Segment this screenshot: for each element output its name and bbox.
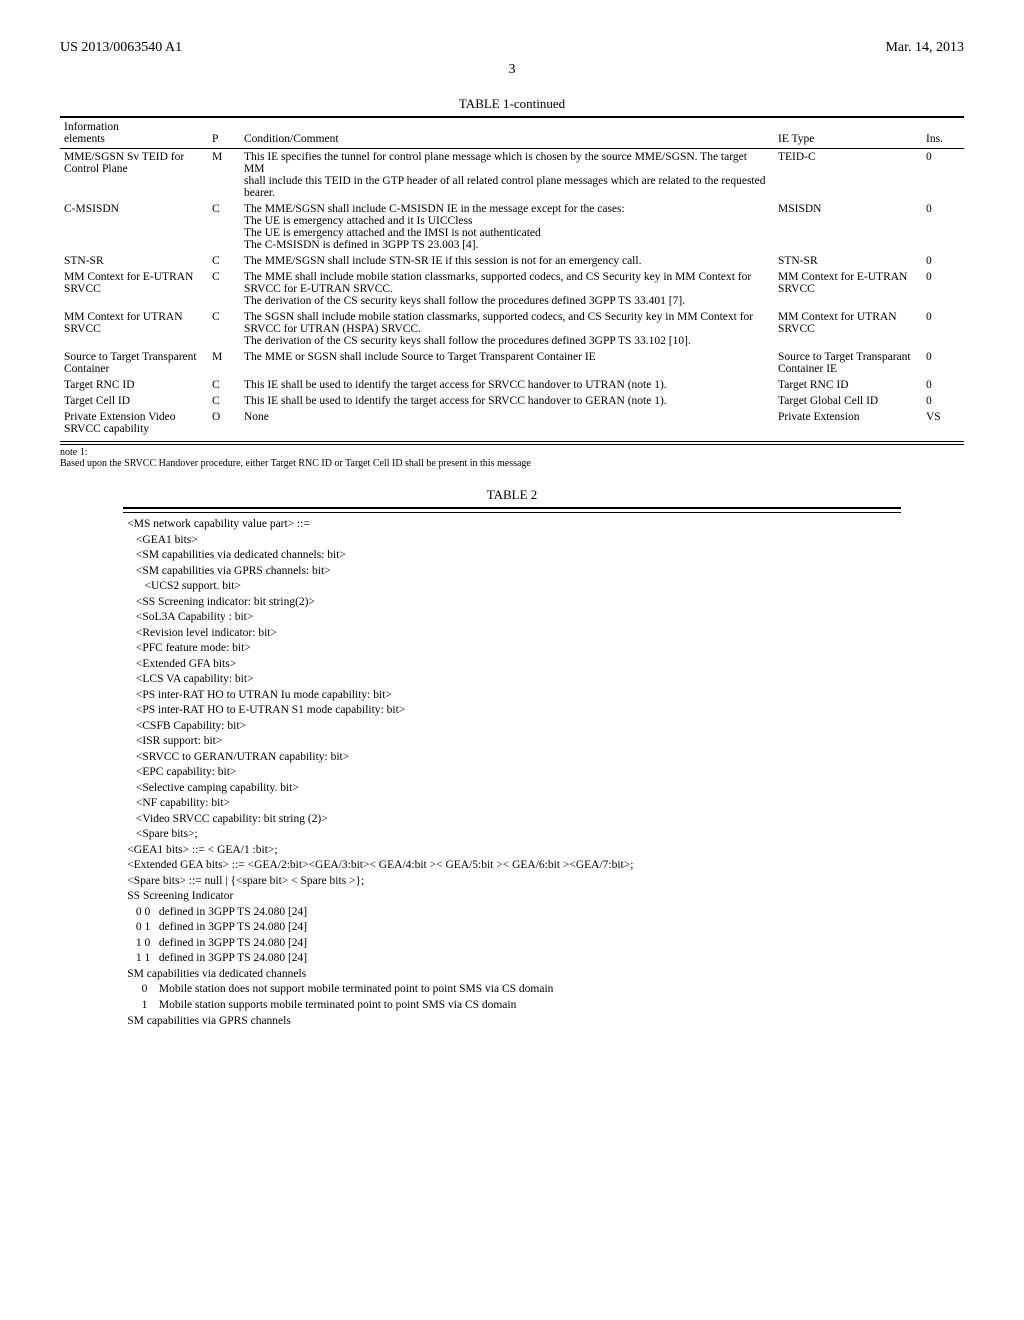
cell-type: TEID-C [774,149,922,202]
cell-ins: 0 [922,253,964,269]
cell-type: Private Extension [774,409,922,437]
table-row: STN-SRCThe MME/SGSN shall include STN-SR… [60,253,964,269]
cell-ie: Target RNC ID [60,377,208,393]
cell-type: Source to Target Transparant Container I… [774,349,922,377]
cell-ins: 0 [922,349,964,377]
table1-note: note 1: Based upon the SRVCC Handover pr… [60,444,964,469]
cell-ie: MM Context for E-UTRAN SRVCC [60,269,208,309]
pub-number: US 2013/0063540 A1 [60,40,182,56]
cell-cc: This IE shall be used to identify the ta… [240,377,774,393]
cell-ins: 0 [922,309,964,349]
table-row: Target Cell IDCThis IE shall be used to … [60,393,964,409]
cell-p: M [208,149,240,202]
cell-cc: The MME/SGSN shall include STN-SR IE if … [240,253,774,269]
cell-ie: C-MSISDN [60,201,208,253]
cell-type: MM Context for E-UTRAN SRVCC [774,269,922,309]
cell-type: STN-SR [774,253,922,269]
cell-ie: Source to Target Transparent Container [60,349,208,377]
cell-type: Target RNC ID [774,377,922,393]
table1-title: TABLE 1-continued [60,96,964,112]
table1-col-ie: Information elements [60,117,208,149]
cell-cc: The SGSN shall include mobile station cl… [240,309,774,349]
cell-type: MM Context for UTRAN SRVCC [774,309,922,349]
table1-col-ins: Ins. [922,117,964,149]
page-number: 3 [60,62,964,78]
cell-ie: Private Extension Video SRVCC capability [60,409,208,437]
cell-cc: The MME shall include mobile station cla… [240,269,774,309]
table1: Information elements P Condition/Comment… [60,116,964,437]
table2: <MS network capability value part> ::= <… [123,507,900,1029]
note-text: Based upon the SRVCC Handover procedure,… [60,458,531,469]
pub-date: Mar. 14, 2013 [885,40,964,56]
table1-col-type: IE Type [774,117,922,149]
cell-ie: MM Context for UTRAN SRVCC [60,309,208,349]
table-row: MME/SGSN Sv TEID for Control PlaneMThis … [60,149,964,202]
cell-ins: 0 [922,377,964,393]
cell-ie: MME/SGSN Sv TEID for Control Plane [60,149,208,202]
cell-p: C [208,201,240,253]
table1-col-cc: Condition/Comment [240,117,774,149]
table-row: Private Extension Video SRVCC capability… [60,409,964,437]
cell-type: MSISDN [774,201,922,253]
note-label: note 1: [60,447,88,458]
cell-cc: This IE shall be used to identify the ta… [240,393,774,409]
cell-ins: 0 [922,393,964,409]
table-row: C-MSISDNCThe MME/SGSN shall include C-MS… [60,201,964,253]
table-row: MM Context for E-UTRAN SRVCCCThe MME sha… [60,269,964,309]
cell-ie: Target Cell ID [60,393,208,409]
cell-p: M [208,349,240,377]
table-row: Source to Target Transparent ContainerMT… [60,349,964,377]
table2-title: TABLE 2 [60,487,964,503]
cell-cc: This IE specifies the tunnel for control… [240,149,774,202]
table-row: Target RNC IDCThis IE shall be used to i… [60,377,964,393]
table2-body: <MS network capability value part> ::= <… [123,513,900,1029]
cell-p: C [208,253,240,269]
cell-ins: 0 [922,149,964,202]
cell-p: C [208,393,240,409]
cell-type: Target Global Cell ID [774,393,922,409]
cell-ins: 0 [922,269,964,309]
table1-col-p: P [208,117,240,149]
cell-p: C [208,269,240,309]
cell-p: C [208,377,240,393]
cell-p: O [208,409,240,437]
cell-cc: The MME or SGSN shall include Source to … [240,349,774,377]
cell-ins: VS [922,409,964,437]
cell-ins: 0 [922,201,964,253]
cell-p: C [208,309,240,349]
cell-cc: The MME/SGSN shall include C-MSISDN IE i… [240,201,774,253]
cell-cc: None [240,409,774,437]
table-row: MM Context for UTRAN SRVCCCThe SGSN shal… [60,309,964,349]
cell-ie: STN-SR [60,253,208,269]
